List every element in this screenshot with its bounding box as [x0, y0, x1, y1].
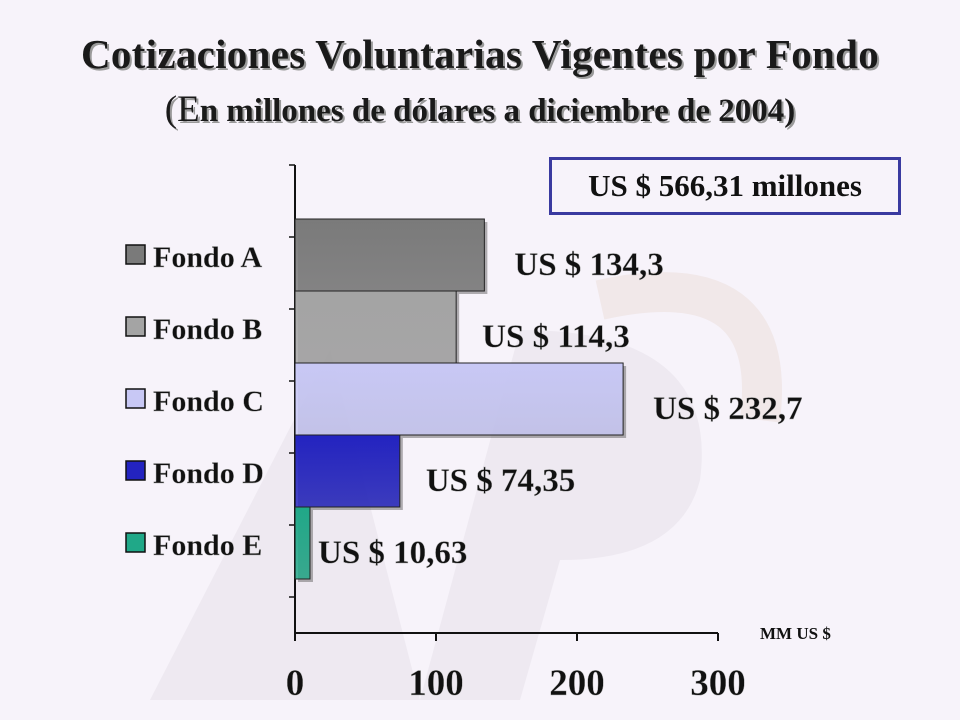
- bar-fondo-e: [294, 506, 311, 580]
- x-tick-label: 200: [549, 663, 605, 704]
- legend-label: Fondo A: [153, 241, 263, 274]
- legend-label: Fondo D: [153, 457, 264, 490]
- bar-fondo-c: [294, 362, 624, 436]
- total-box: US $ 566,31 millones: [549, 157, 901, 215]
- legend-swatch: [125, 388, 146, 409]
- data-label: US $ 232,7: [653, 391, 802, 427]
- x-tick-label: 300: [690, 663, 746, 704]
- data-label: US $ 134,3: [514, 247, 663, 283]
- data-label: US $ 114,3: [482, 319, 630, 355]
- subtitle-rest: n millones de dólares a diciembre de 200…: [199, 93, 796, 129]
- legend-swatch: [125, 460, 146, 481]
- legend-label: Fondo E: [153, 529, 262, 562]
- legend-label: Fondo B: [153, 313, 262, 346]
- data-label: US $ 10,63: [318, 535, 467, 571]
- total-label: US $ 566,31 millones: [588, 168, 862, 203]
- x-tick-label: 100: [408, 663, 464, 704]
- page-subtitle: (En millones de dólares a diciembre de 2…: [0, 88, 960, 131]
- legend-label: Fondo C: [153, 385, 264, 418]
- legend-swatch: [125, 316, 146, 337]
- bar-fondo-d: [294, 434, 401, 508]
- bar-fondo-b: [294, 290, 457, 364]
- legend-swatch: [125, 532, 146, 553]
- legend-swatch: [125, 244, 146, 265]
- x-axis-unit-label: MM US $: [760, 624, 831, 643]
- data-label: US $ 74,35: [426, 463, 575, 499]
- page-title: Cotizaciones Voluntarias Vigentes por Fo…: [80, 31, 880, 77]
- bar-fondo-a: [294, 218, 485, 292]
- subtitle-open: (E: [164, 89, 200, 130]
- x-tick-label: 0: [286, 663, 305, 704]
